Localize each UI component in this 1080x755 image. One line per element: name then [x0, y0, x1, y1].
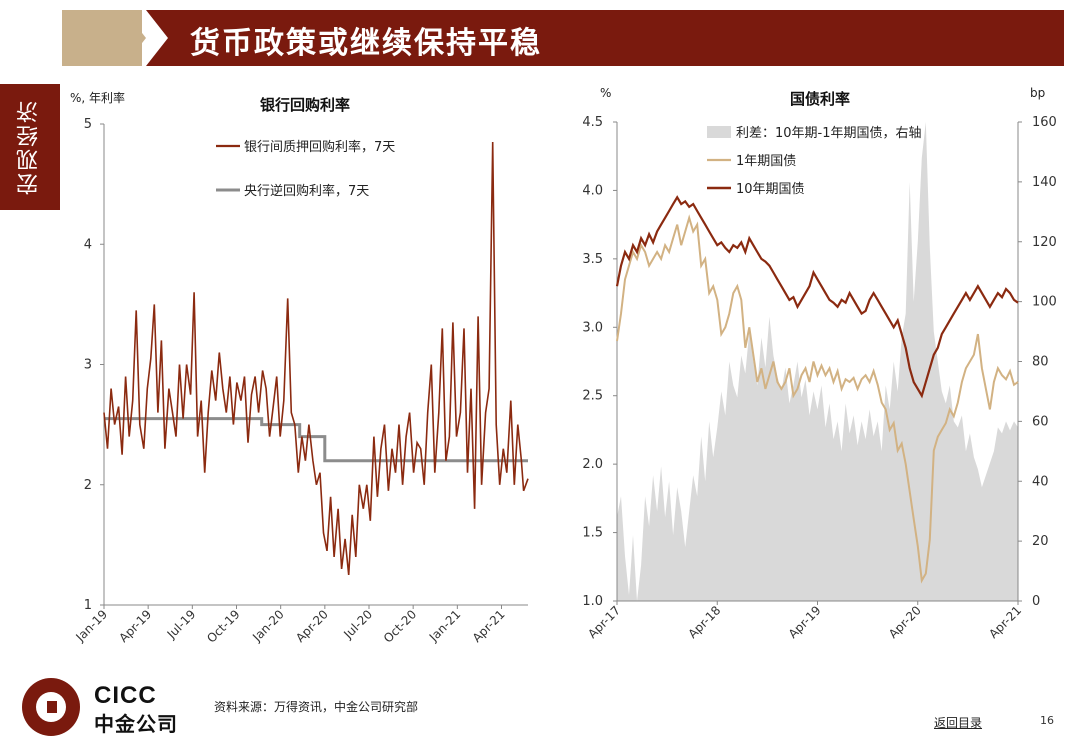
- chart1-x-tick-label: Oct-20: [381, 607, 419, 645]
- chart2-y-tick-label: 2.5: [582, 389, 603, 404]
- chart1-x-tick-label: Apr-19: [116, 607, 154, 645]
- chart2-series-10y-yield-line: [615, 195, 1019, 399]
- chart1-legend-label-interbank: 银行间质押回购利率，7天: [244, 139, 395, 155]
- back-to-contents-link[interactable]: 返回目录: [934, 716, 983, 730]
- chart1-series-reverse-repo-line: [104, 417, 528, 463]
- banner-notch: [146, 10, 168, 66]
- chart1-y-axis-label: %, 年利率: [70, 90, 125, 105]
- chart2-legend-label-10y: 10年期国债: [736, 182, 805, 197]
- chart2-y2-tick-label: 0: [1032, 594, 1040, 609]
- page-number: 16: [1040, 714, 1054, 727]
- logo-text-en: CICC: [94, 682, 157, 709]
- chart2-y2-tick-label: 80: [1032, 355, 1049, 370]
- chart2-y2-tick-label: 160: [1032, 115, 1057, 130]
- chart2-y-tick-label: 2.0: [582, 457, 603, 472]
- chart1-x-tick-label: Jul-20: [340, 607, 375, 642]
- chart2-legend-swatch-spread: [707, 126, 731, 138]
- source-note: 资料来源：万得资讯，中金公司研究部: [214, 700, 419, 714]
- chart2-legend-label-1y: 1年期国债: [736, 154, 796, 169]
- cicc-logo: CICC 中金公司: [18, 676, 198, 736]
- chart2-y-tick-label: 1.0: [582, 594, 603, 609]
- chart2-y-tick-label: 3.0: [582, 320, 603, 335]
- chart1-x-tick-label: Jan-20: [249, 607, 287, 645]
- chart1-y-tick-label: 2: [84, 478, 92, 493]
- chart1-legend-label-reverse-repo: 央行逆回购利率，7天: [244, 183, 369, 199]
- chart1-y-tick-label: 1: [84, 598, 92, 613]
- chart2-y2-tick-label: 140: [1032, 175, 1057, 190]
- chart1-x-tick-label: Apr-21: [470, 607, 508, 645]
- chart2-x-tick-label: Apr-19: [786, 603, 824, 641]
- chart2-y2-axis-label: bp: [1030, 86, 1045, 100]
- chart2-x-tick-label: Apr-21: [986, 603, 1024, 641]
- chart1-title: 银行回购利率: [260, 96, 350, 114]
- logo-text-cn: 中金公司: [94, 712, 178, 736]
- chart2-y-tick-label: 4.5: [582, 115, 603, 130]
- chart1-y-tick-label: 4: [84, 237, 92, 252]
- chart2-y2-tick-label: 120: [1032, 235, 1057, 250]
- chart2-y-tick-label: 1.5: [582, 526, 603, 541]
- chart1-series-interbank-repo-line: [103, 141, 529, 575]
- chart2-x-tick-label: Apr-18: [685, 603, 723, 641]
- chart2-title: 国债利率: [790, 90, 850, 108]
- page-title: 货币政策或继续保持平稳: [190, 26, 542, 61]
- chart1-x-tick-label: Oct-19: [204, 607, 242, 645]
- chart2-y2-tick-label: 100: [1032, 295, 1057, 310]
- banner-chevron: [124, 10, 146, 66]
- chart2-legend: 利差：10年期-1年期国债，右轴 1年期国债 10年期国债: [707, 126, 922, 197]
- chart2-spread-area: [617, 122, 1018, 601]
- chart2-series-1y-yield-line: [616, 214, 1019, 584]
- chart1-x-tick-label: Jul-19: [164, 607, 199, 642]
- treasury-yield-chart: 1.0 1.5 2.0 2.5 3.0 3.5 4.0 4.5 0 20 40 60 80 100 120 1…: [582, 86, 1057, 641]
- chart2-y-axis-label: %: [600, 86, 611, 100]
- chart2-series: [615, 195, 1019, 584]
- chart2-y-tick-label: 4.0: [582, 183, 603, 198]
- chart1-x-tick-label: Apr-20: [293, 607, 331, 645]
- chart2-y-tick-label: 3.5: [582, 252, 603, 267]
- chart1-y-tick-label: 3: [84, 358, 92, 373]
- chart1-x-tick-label: Jan-21: [426, 607, 464, 645]
- chart2-y2-tick-label: 60: [1032, 414, 1049, 429]
- title-banner: [146, 10, 1064, 66]
- chart2-legend-label-spread: 利差：10年期-1年期国债，右轴: [736, 126, 922, 141]
- chart1-y-tick-label: 5: [84, 117, 92, 132]
- chart2-y2-tick-label: 40: [1032, 474, 1049, 489]
- chart2-y2-tick-label: 20: [1032, 534, 1049, 549]
- chart2-x-tick-label: Apr-20: [886, 603, 924, 641]
- chart1-series: [103, 141, 529, 575]
- chart2-series-spread-area: [617, 122, 1018, 601]
- section-side-tab[interactable]: 宏观经济: [0, 84, 60, 210]
